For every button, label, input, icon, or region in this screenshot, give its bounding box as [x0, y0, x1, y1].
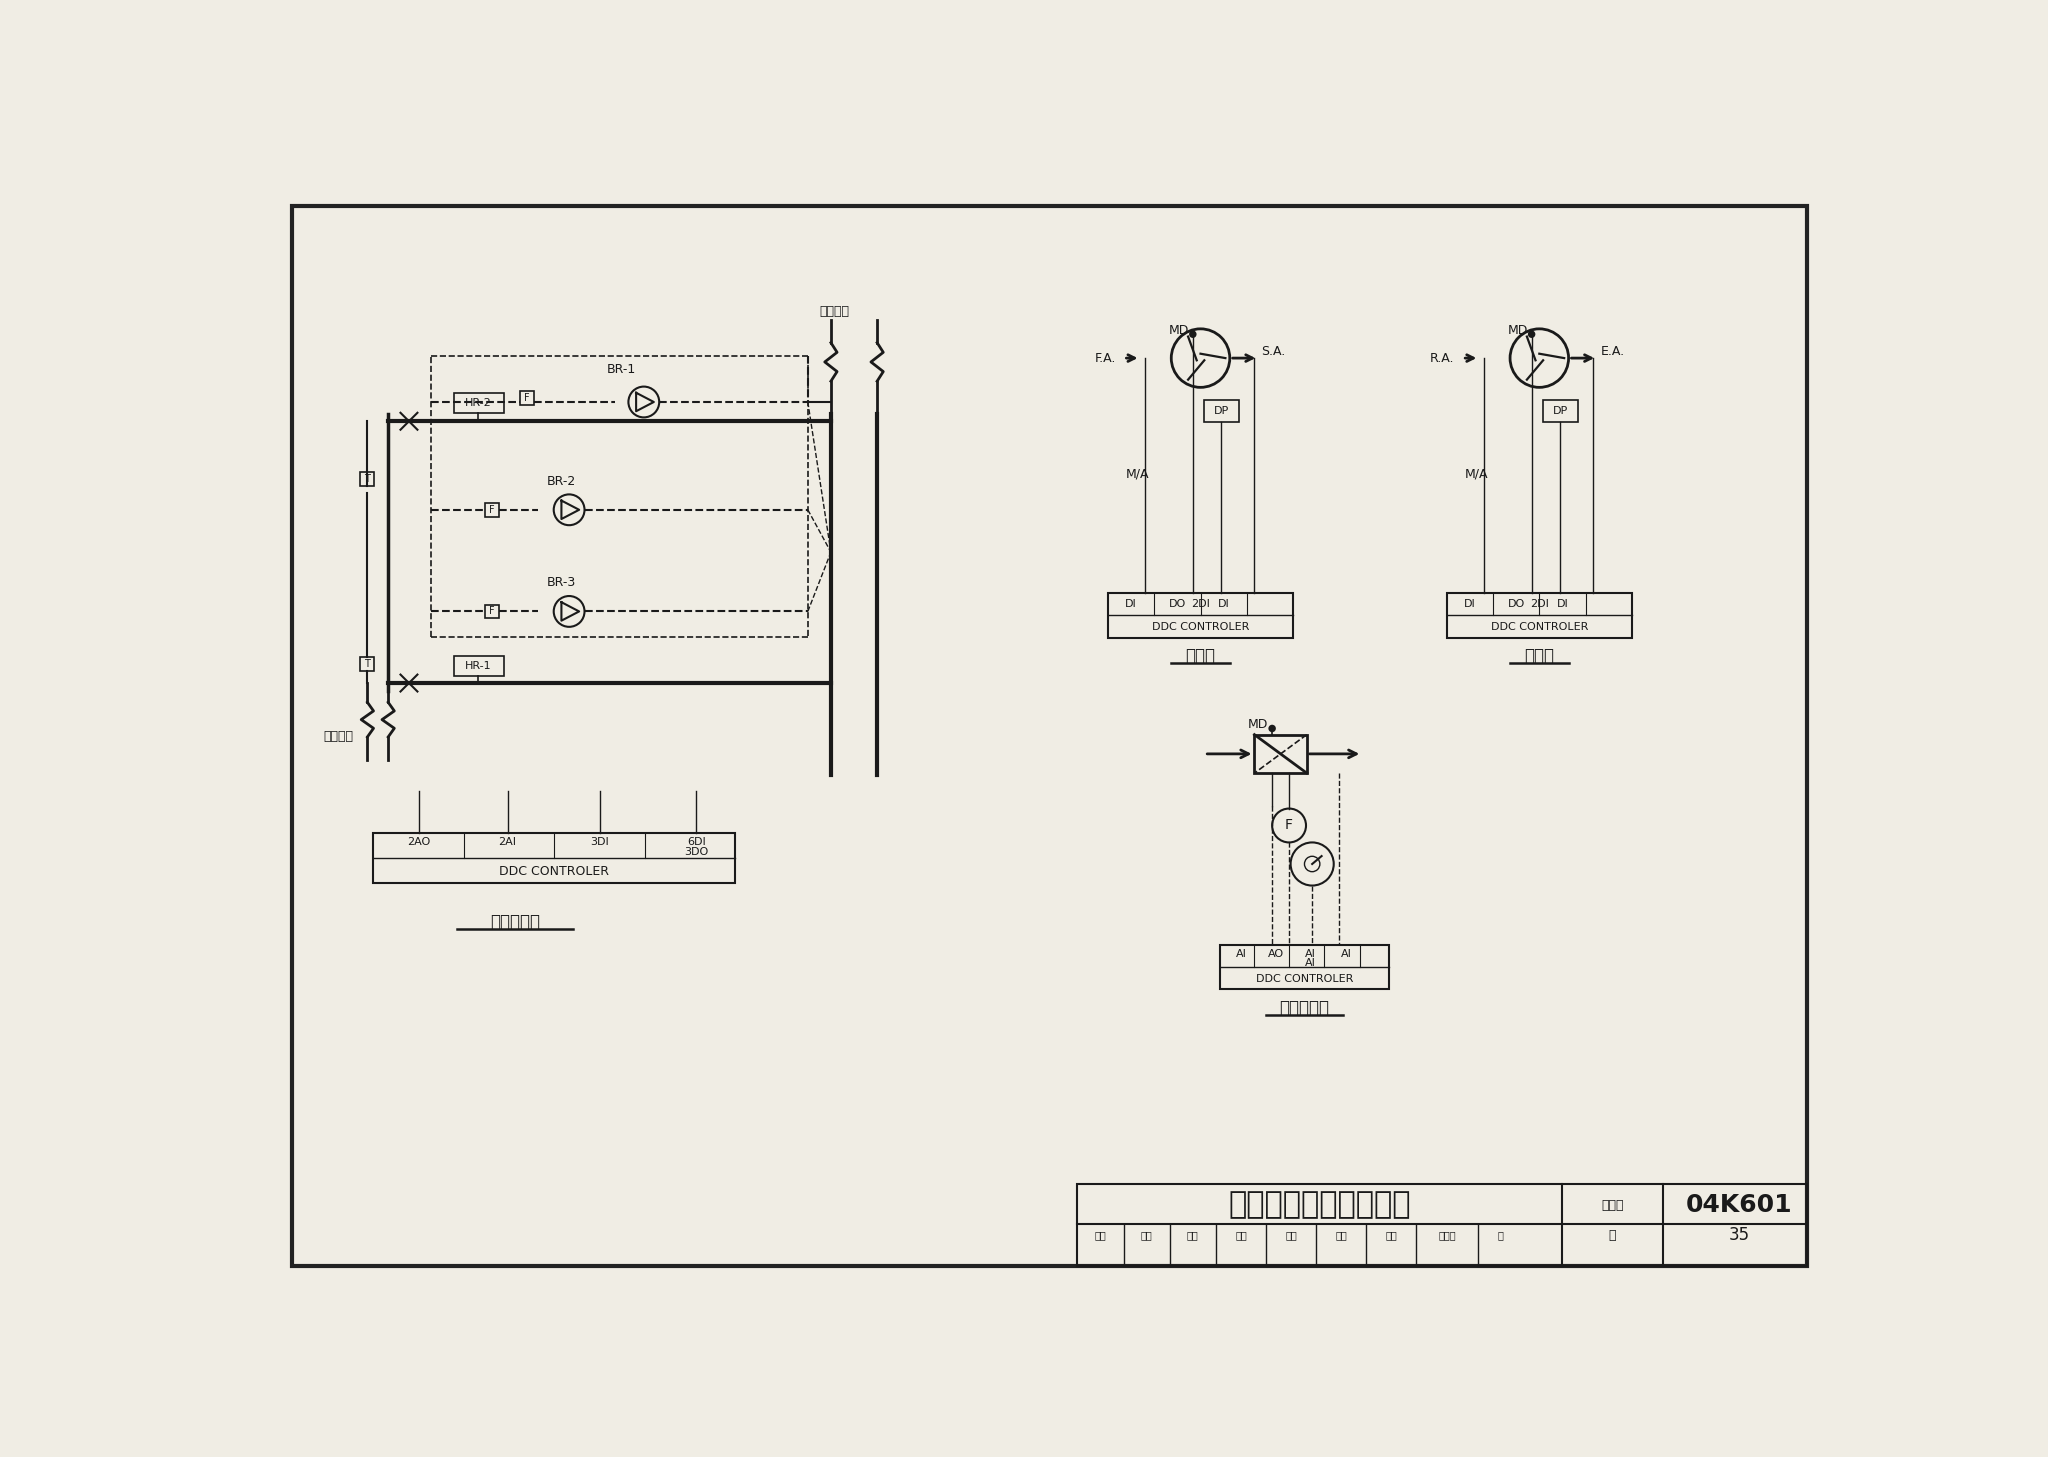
Text: BR-1: BR-1 [606, 363, 637, 376]
Text: 进风机: 进风机 [1186, 647, 1217, 664]
Text: DO: DO [1507, 599, 1526, 609]
Text: F: F [1284, 819, 1292, 832]
Text: 2DI: 2DI [1530, 599, 1548, 609]
Bar [453, 393, 504, 412]
Circle shape [1530, 332, 1534, 337]
Bar [373, 833, 735, 883]
Bar [520, 392, 535, 405]
Text: 金毕: 金毕 [1384, 1230, 1397, 1240]
Text: MD: MD [1169, 323, 1190, 337]
Text: 热交换系统: 热交换系统 [489, 912, 541, 931]
Text: 图集号: 图集号 [1602, 1199, 1624, 1212]
Text: 孙山: 孙山 [1286, 1230, 1296, 1240]
Text: F.A.: F.A. [1094, 351, 1116, 364]
Bar [1108, 593, 1292, 638]
Text: 一次热水: 一次热水 [324, 730, 352, 743]
Text: HR-2: HR-2 [465, 398, 492, 408]
Bar [1204, 401, 1239, 423]
Text: 二次热水: 二次热水 [819, 306, 850, 319]
Text: 页: 页 [1497, 1230, 1503, 1240]
Bar [1221, 944, 1389, 989]
Text: DDC CONTROLER: DDC CONTROLER [1491, 622, 1587, 632]
Text: DI: DI [1556, 599, 1569, 609]
Text: AI: AI [1235, 949, 1247, 959]
Text: 李入赤: 李入赤 [1438, 1230, 1456, 1240]
Bar [453, 656, 504, 676]
Bar [1448, 593, 1632, 638]
Text: AO: AO [1268, 949, 1284, 959]
Text: 3DI: 3DI [590, 838, 610, 848]
Text: DO: DO [1169, 599, 1186, 609]
Circle shape [1270, 726, 1274, 731]
Text: T: T [365, 659, 371, 669]
Text: 页: 页 [1610, 1228, 1616, 1241]
Text: F: F [489, 606, 496, 616]
Text: M/A: M/A [1126, 468, 1149, 481]
Bar [360, 657, 375, 670]
Text: 王加: 王加 [1235, 1230, 1247, 1240]
Text: 单制: 单制 [1094, 1230, 1106, 1240]
Text: 校对: 校对 [1188, 1230, 1198, 1240]
Text: AI: AI [1305, 949, 1317, 959]
Text: E.A.: E.A. [1602, 345, 1626, 358]
Text: BR-2: BR-2 [547, 475, 575, 488]
Text: F: F [489, 504, 496, 514]
Circle shape [1190, 332, 1196, 337]
Text: DI: DI [1219, 599, 1229, 609]
Text: 04K601: 04K601 [1686, 1193, 1792, 1217]
Text: DP: DP [1214, 407, 1229, 417]
Text: 变风量风箱: 变风量风箱 [1280, 1000, 1329, 1017]
Text: AI: AI [1305, 957, 1317, 967]
Bar [1077, 1183, 1806, 1266]
Text: DI: DI [1464, 599, 1477, 609]
Text: 35: 35 [1729, 1227, 1751, 1244]
Text: DDC CONTROLER: DDC CONTROLER [1151, 622, 1249, 632]
Text: 设计: 设计 [1335, 1230, 1348, 1240]
Text: AI: AI [1341, 949, 1352, 959]
Text: BR-3: BR-3 [547, 577, 575, 590]
Text: F: F [524, 393, 530, 404]
Bar [1255, 734, 1307, 774]
Text: MD: MD [1247, 718, 1268, 731]
Text: 排风机: 排风机 [1524, 647, 1554, 664]
Text: MD: MD [1507, 323, 1528, 337]
Text: 空调自控原理图（二）: 空调自控原理图（二） [1229, 1190, 1411, 1220]
Text: DI: DI [1124, 599, 1137, 609]
Text: 3DO: 3DO [684, 847, 709, 857]
Text: 2DI: 2DI [1192, 599, 1210, 609]
Bar [485, 503, 500, 517]
Bar [485, 605, 500, 618]
Text: 2AO: 2AO [408, 838, 430, 848]
Text: DDC CONTROLER: DDC CONTROLER [500, 865, 608, 879]
Text: DP: DP [1552, 407, 1567, 417]
Bar [360, 472, 375, 487]
Bar [1544, 401, 1577, 423]
Text: DDC CONTROLER: DDC CONTROLER [1255, 973, 1354, 983]
Text: 丁高: 丁高 [1141, 1230, 1153, 1240]
Text: 6DI: 6DI [686, 838, 707, 848]
Text: S.A.: S.A. [1262, 345, 1286, 358]
Text: HR-1: HR-1 [465, 661, 492, 672]
Text: R.A.: R.A. [1430, 351, 1454, 364]
Text: M/A: M/A [1464, 468, 1489, 481]
Text: 2AI: 2AI [498, 838, 516, 848]
Text: T: T [365, 474, 371, 484]
